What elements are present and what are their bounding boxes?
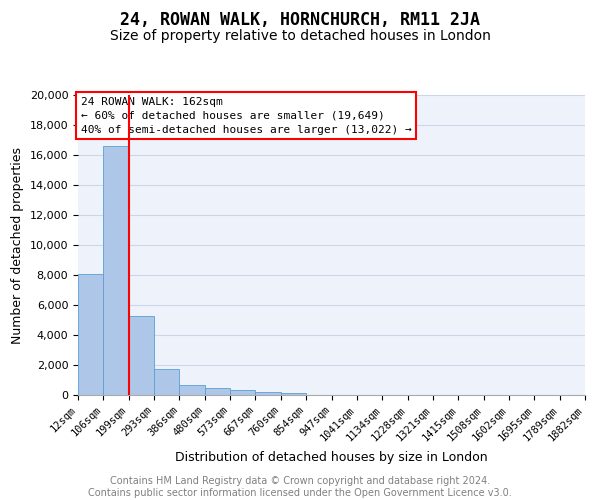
Bar: [179, 384, 205, 395]
Bar: [128, 316, 154, 395]
Text: 24, ROWAN WALK, HORNCHURCH, RM11 2JA: 24, ROWAN WALK, HORNCHURCH, RM11 2JA: [120, 11, 480, 29]
Text: 24 ROWAN WALK: 162sqm
← 60% of detached houses are smaller (19,649)
40% of semi-: 24 ROWAN WALK: 162sqm ← 60% of detached …: [80, 96, 411, 134]
Bar: [78, 274, 103, 395]
Bar: [205, 388, 230, 395]
Bar: [154, 369, 179, 395]
Bar: [103, 146, 128, 395]
Bar: [256, 392, 281, 395]
X-axis label: Distribution of detached houses by size in London: Distribution of detached houses by size …: [175, 451, 488, 464]
Bar: [230, 390, 256, 395]
Text: Contains HM Land Registry data © Crown copyright and database right 2024.
Contai: Contains HM Land Registry data © Crown c…: [88, 476, 512, 498]
Y-axis label: Number of detached properties: Number of detached properties: [11, 146, 24, 344]
Bar: [281, 393, 306, 395]
Text: Size of property relative to detached houses in London: Size of property relative to detached ho…: [110, 29, 490, 43]
